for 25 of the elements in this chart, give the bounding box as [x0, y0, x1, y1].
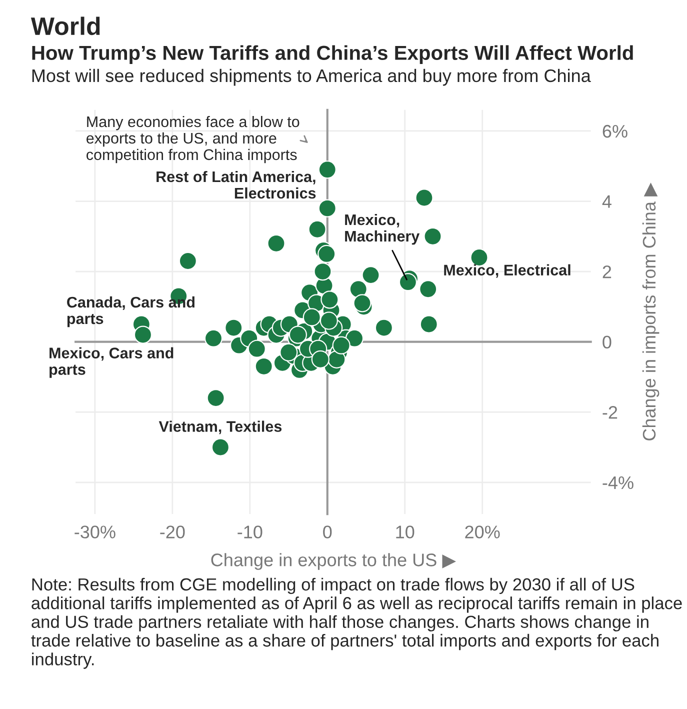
x-tick-label: -30% [74, 526, 116, 538]
text: Note: Results from CGE modelling of impact on trade flows by 2030 if all of US additional tariffs implemented as of April 6 as well as reciprocal tariffs remain in place and US trade partners retaliate with half those changes. Charts shows change in trade relative to baseline as a share of partners' total imports and exports for each industry. [31, 578, 682, 669]
y-axis-title: Change in imports from China ▶ [642, 182, 660, 440]
chart-subtitle: How Trump’s New Tariffs and China’s Exports Will Affect World [32, 45, 633, 64]
annotation: Mexico, Electrical [444, 264, 570, 278]
annotation: Vietnam, Textiles [158, 420, 282, 434]
x-axis-title: Change in exports to the US ▶ [211, 553, 456, 570]
y-tick-label: -2 [602, 406, 618, 419]
y-tick-label: 0 [602, 336, 612, 349]
x-tick-label: -10 [238, 526, 262, 538]
annotation: Rest of Latin America, Electronics [156, 170, 316, 199]
x-tick-label: 10 [396, 526, 414, 538]
x-tick-label: 20% [465, 526, 500, 538]
annotation: Many economies face a blow to exports to the US, and more competition from China imports [86, 116, 300, 164]
y-tick-label: -4% [602, 476, 634, 490]
annotation: Mexico, Cars and parts [50, 347, 174, 378]
annotation: Mexico, Machinery [345, 214, 420, 245]
y-tick-label: 4 [602, 195, 612, 208]
y-tick-label: 6% [602, 124, 628, 138]
x-tick-label: -20 [160, 526, 185, 538]
y-tick-label: 2 [602, 265, 612, 278]
text: Most will see reduced shipments to America and buy more from China [32, 68, 591, 86]
x-tick-label: 0 [323, 526, 332, 538]
chart-title: World [30, 16, 100, 36]
annotation: Canada, Cars and parts [67, 296, 194, 328]
